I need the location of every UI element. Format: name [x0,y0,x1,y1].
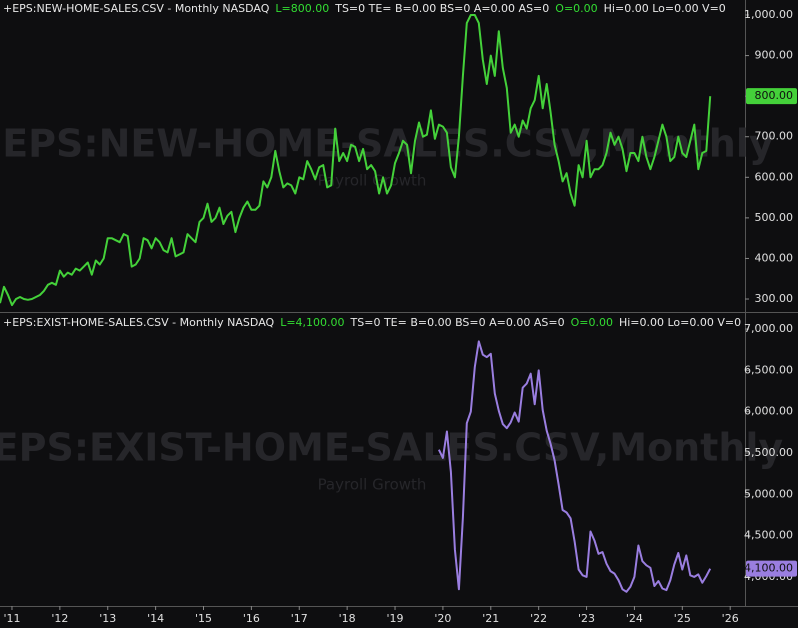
x-tick-label: '18 [339,612,356,625]
x-tick-label: '13 [99,612,116,625]
data-line [438,340,712,593]
pane-header: +EPS:EXIST-HOME-SALES.CSV - Monthly NASD… [3,316,741,329]
watermark: +EPS:EXIST-HOME-SALES.CSV,Monthly [0,426,783,470]
y-tick-label: 4,500.00 [744,529,793,542]
y-tick-label: 600.00 [755,170,794,183]
y-tick-label: 500.00 [755,211,794,224]
header-field: L=4,100.00 [280,316,344,329]
header-field: O=0.00 [555,2,597,15]
header-field: TS=0 TE= B=0.00 BS=0 A=0.00 AS=0 [334,2,549,15]
price-marker-box [746,88,797,105]
y-tick-label: 900.00 [755,49,794,62]
header-field: O=0.00 [571,316,613,329]
header-field: L=800.00 [275,2,329,15]
x-tick-label: '19 [387,612,404,625]
y-tick-label: 6,000.00 [744,405,793,418]
y-tick-label: 700.00 [755,130,794,143]
header-field: Hi=0.00 Lo=0.00 V=0 [619,316,741,329]
x-tick-label: '11 [3,612,20,625]
x-tick-label: '15 [195,612,212,625]
x-tick-label: '22 [530,612,547,625]
watermark: +EPS:NEW-HOME-SALES.CSV,Monthly [0,122,774,166]
y-tick-label: 5,000.00 [744,487,793,500]
x-tick-label: '25 [674,612,691,625]
price-marker-box [746,560,797,577]
x-tick-label: '26 [722,612,739,625]
x-tick-label: '20 [434,612,451,625]
header-field: Hi=0.00 Lo=0.00 V=0 [604,2,726,15]
y-tick-label: 7,000.00 [744,322,793,335]
x-tick-label: '16 [243,612,260,625]
watermark-subtitle: Payroll Growth [318,172,427,190]
y-tick-label: 6,500.00 [744,363,793,376]
y-tick-label: 5,500.00 [744,446,793,459]
watermark-subtitle: Payroll Growth [318,476,427,494]
pane-header: +EPS:NEW-HOME-SALES.CSV - Monthly NASDAQ… [3,2,726,15]
header-field: +EPS:EXIST-HOME-SALES.CSV - Monthly NASD… [3,316,275,329]
x-tick-label: '14 [147,612,164,625]
y-tick-label: 300.00 [755,292,794,305]
x-tick-label: '17 [291,612,308,625]
y-tick-label: 1,000.00 [744,8,793,21]
price-marker-label: 800.00 [755,89,794,102]
header-field: TS=0 TE= B=0.00 BS=0 A=0.00 AS=0 [350,316,565,329]
x-tick-label: '23 [578,612,595,625]
data-line [0,14,712,307]
x-tick-label: '12 [51,612,68,625]
price-marker-label: 4,100.00 [744,562,793,575]
x-tick-label: '24 [626,612,643,625]
x-tick-label: '21 [482,612,499,625]
header-field: +EPS:NEW-HOME-SALES.CSV - Monthly NASDAQ [3,2,270,15]
y-tick-label: 400.00 [755,251,794,264]
